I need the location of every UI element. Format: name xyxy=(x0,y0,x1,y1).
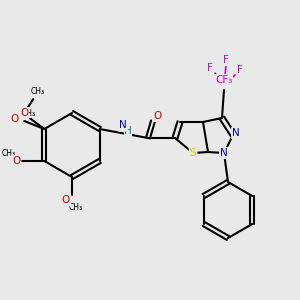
Text: O: O xyxy=(62,195,70,205)
Text: CH₃: CH₃ xyxy=(21,109,35,118)
Text: H: H xyxy=(124,127,132,136)
Text: F: F xyxy=(223,55,229,65)
Text: O: O xyxy=(10,114,18,124)
Text: S: S xyxy=(190,148,196,158)
Text: N: N xyxy=(232,128,240,138)
Text: CH₃: CH₃ xyxy=(69,203,83,212)
Text: N: N xyxy=(119,121,127,130)
Text: O: O xyxy=(20,108,28,118)
Text: F: F xyxy=(237,65,243,75)
Text: CF₃: CF₃ xyxy=(215,75,233,85)
Text: N: N xyxy=(220,148,228,158)
Text: F: F xyxy=(207,63,213,73)
Text: CH₃: CH₃ xyxy=(30,86,44,95)
Text: O: O xyxy=(12,156,20,166)
Text: O: O xyxy=(154,111,162,121)
Text: CH₃: CH₃ xyxy=(1,149,15,158)
